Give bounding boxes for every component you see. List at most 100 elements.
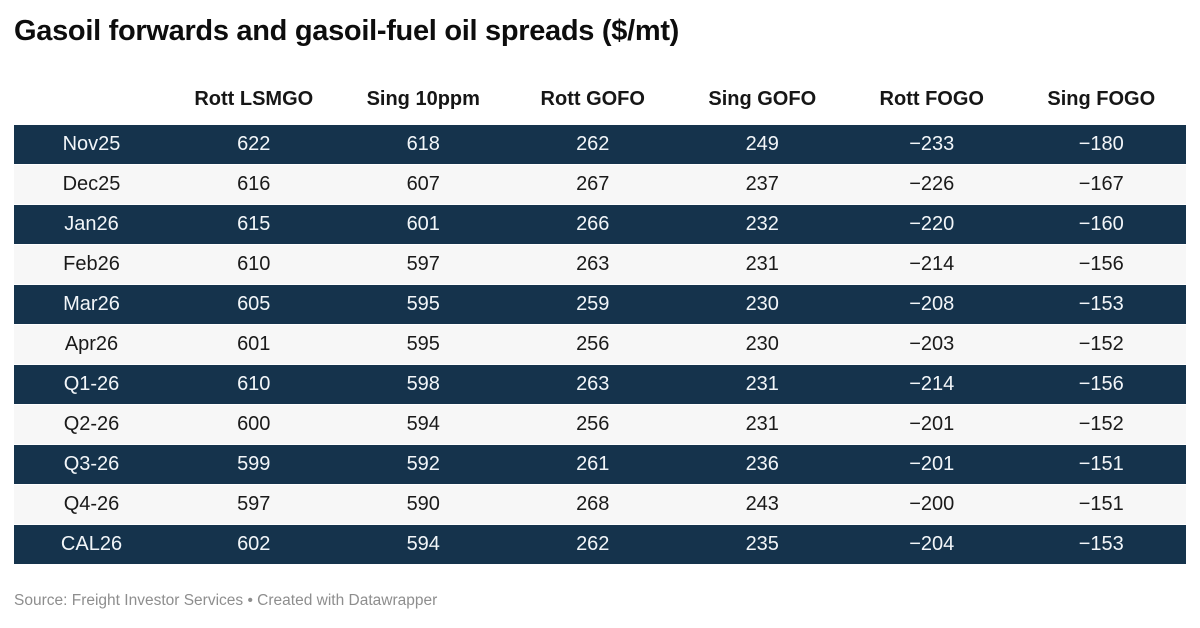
row-label: CAL26: [14, 525, 169, 565]
row-label: Q1-26: [14, 365, 169, 405]
value-cell: −204: [847, 525, 1017, 565]
value-cell: 597: [338, 245, 508, 285]
table-row: Q4-26 597 590 268 243 −200 −151: [14, 484, 1186, 525]
value-cell: 600: [169, 405, 339, 445]
table-header-row: Rott LSMGO Sing 10ppm Rott GOFO Sing GOFO Ro…: [14, 79, 1186, 125]
value-cell: 230: [677, 325, 847, 365]
table-body: Nov25 622 618 262 249 −233 −180 Dec25 616 607 267 2…: [14, 124, 1186, 565]
value-cell: −203: [847, 325, 1017, 365]
value-cell: −156: [1016, 245, 1186, 285]
value-cell: 601: [169, 325, 339, 365]
value-cell: 602: [169, 525, 339, 565]
value-cell: 615: [169, 205, 339, 245]
value-cell: −214: [847, 245, 1017, 285]
value-cell: 236: [677, 445, 847, 485]
value-cell: 610: [169, 365, 339, 405]
table-row: Apr26 601 595 256 230 −203 −152: [14, 324, 1186, 365]
column-header: Sing FOGO: [1016, 79, 1186, 125]
value-cell: 261: [508, 445, 678, 485]
value-cell: 597: [169, 485, 339, 525]
value-cell: 616: [169, 165, 339, 205]
column-header: Sing GOFO: [677, 79, 847, 125]
value-cell: 592: [338, 445, 508, 485]
value-cell: 231: [677, 405, 847, 445]
value-cell: −160: [1016, 205, 1186, 245]
value-cell: 262: [508, 125, 678, 165]
value-cell: 607: [338, 165, 508, 205]
value-cell: 594: [338, 525, 508, 565]
value-cell: −233: [847, 125, 1017, 165]
value-cell: −153: [1016, 285, 1186, 325]
value-cell: 605: [169, 285, 339, 325]
value-cell: 594: [338, 405, 508, 445]
value-cell: 231: [677, 365, 847, 405]
value-cell: −201: [847, 445, 1017, 485]
table-row: Q2-26 600 594 256 231 −201 −152: [14, 404, 1186, 445]
column-header: Rott GOFO: [508, 79, 678, 125]
value-cell: 243: [677, 485, 847, 525]
row-label: Q4-26: [14, 485, 169, 525]
value-cell: 268: [508, 485, 678, 525]
table-row: CAL26 602 594 262 235 −204 −153: [14, 524, 1186, 565]
value-cell: 590: [338, 485, 508, 525]
row-label: Nov25: [14, 125, 169, 165]
value-cell: 256: [508, 325, 678, 365]
table-row: Nov25 622 618 262 249 −233 −180: [14, 124, 1186, 165]
value-cell: 263: [508, 365, 678, 405]
value-cell: 231: [677, 245, 847, 285]
value-cell: 232: [677, 205, 847, 245]
forwards-table: Rott LSMGO Sing 10ppm Rott GOFO Sing GOFO Ro…: [14, 79, 1186, 565]
value-cell: 595: [338, 325, 508, 365]
row-label: Feb26: [14, 245, 169, 285]
value-cell: 237: [677, 165, 847, 205]
value-cell: 618: [338, 125, 508, 165]
value-cell: 599: [169, 445, 339, 485]
value-cell: 266: [508, 205, 678, 245]
row-label: Mar26: [14, 285, 169, 325]
table-row: Q3-26 599 592 261 236 −201 −151: [14, 444, 1186, 485]
value-cell: 267: [508, 165, 678, 205]
table-row: Q1-26 610 598 263 231 −214 −156: [14, 364, 1186, 405]
value-cell: −153: [1016, 525, 1186, 565]
row-label: Q2-26: [14, 405, 169, 445]
value-cell: −152: [1016, 405, 1186, 445]
row-label: Jan26: [14, 205, 169, 245]
row-label: Dec25: [14, 165, 169, 205]
value-cell: −201: [847, 405, 1017, 445]
value-cell: −214: [847, 365, 1017, 405]
value-cell: −208: [847, 285, 1017, 325]
value-cell: 262: [508, 525, 678, 565]
table-row: Mar26 605 595 259 230 −208 −153: [14, 284, 1186, 325]
table-row: Jan26 615 601 266 232 −220 −160: [14, 204, 1186, 245]
value-cell: −200: [847, 485, 1017, 525]
value-cell: 256: [508, 405, 678, 445]
value-cell: 601: [338, 205, 508, 245]
value-cell: 622: [169, 125, 339, 165]
source-attribution: Source: Freight Investor Services • Crea…: [14, 591, 438, 609]
value-cell: 259: [508, 285, 678, 325]
row-label: Apr26: [14, 325, 169, 365]
value-cell: 230: [677, 285, 847, 325]
table-row: Feb26 610 597 263 231 −214 −156: [14, 244, 1186, 285]
value-cell: −152: [1016, 325, 1186, 365]
value-cell: 598: [338, 365, 508, 405]
table-row: Dec25 616 607 267 237 −226 −167: [14, 164, 1186, 205]
value-cell: 235: [677, 525, 847, 565]
value-cell: 610: [169, 245, 339, 285]
value-cell: 595: [338, 285, 508, 325]
column-header: Rott FOGO: [847, 79, 1017, 125]
value-cell: −226: [847, 165, 1017, 205]
column-header: Rott LSMGO: [169, 79, 339, 125]
value-cell: 249: [677, 125, 847, 165]
value-cell: −151: [1016, 445, 1186, 485]
row-label-column-header: [14, 79, 169, 125]
value-cell: −151: [1016, 485, 1186, 525]
row-label: Q3-26: [14, 445, 169, 485]
chart-title: Gasoil forwards and gasoil-fuel oil spre…: [14, 15, 680, 47]
value-cell: −220: [847, 205, 1017, 245]
value-cell: 263: [508, 245, 678, 285]
value-cell: −180: [1016, 125, 1186, 165]
value-cell: −167: [1016, 165, 1186, 205]
column-header: Sing 10ppm: [338, 79, 508, 125]
